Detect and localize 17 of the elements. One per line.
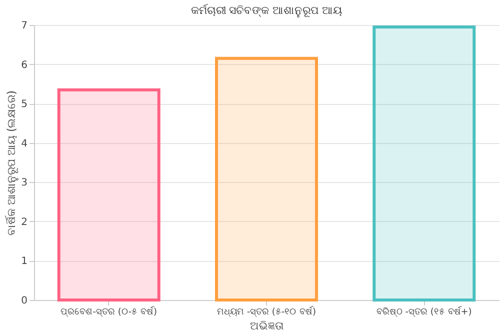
y-tick-label: 0 [21, 296, 28, 306]
y-tick-label: 5 [21, 99, 28, 110]
bar [57, 88, 160, 302]
y-tick-label: 4 [21, 138, 28, 150]
x-tick-label: ପ୍ରବେଶ-ସ୍ତର (୦-୫ ବର୍ଷ) [60, 306, 157, 318]
y-tick-label: 3 [21, 178, 28, 189]
chart-title: କର୍ମଚାରୀ ସଚିବଙ୍କ ଆଶାନୁରୂପ ଆୟ [190, 4, 342, 19]
y-tick-label: 2 [21, 216, 28, 228]
y-tick-label: 1 [21, 256, 28, 268]
y-axis-title: ବାର୍ଷିକ ଆଶାନୁରୂପ ଆୟ (ଲକ୍ଷରେ) [5, 90, 20, 236]
bar [372, 25, 476, 302]
y-tick-label: 7 [21, 20, 28, 32]
x-tick-label: ମଧ୍ୟମ -ସ୍ତର (୫-୧୦ ବର୍ଷ) [216, 306, 316, 318]
bar [215, 56, 318, 302]
x-axis-title: ଅଭିଜ୍ଞତା [250, 320, 284, 332]
y-tick-label: 6 [21, 60, 28, 71]
x-tick-label: ବରିଷ୍ଠ -ସ୍ତର (୧୫ ବର୍ଷ+) [376, 306, 472, 318]
